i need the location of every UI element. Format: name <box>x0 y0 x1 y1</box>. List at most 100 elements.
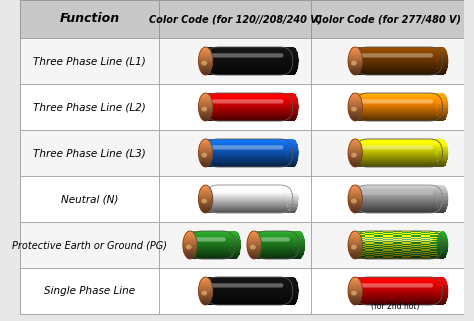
Bar <box>349 98 361 100</box>
Bar <box>206 145 293 147</box>
Bar <box>392 241 402 242</box>
Bar <box>437 296 447 298</box>
Bar <box>437 293 448 295</box>
Bar <box>411 253 421 254</box>
Bar <box>199 66 212 67</box>
Bar <box>348 246 363 247</box>
Bar <box>254 241 299 242</box>
Bar <box>348 287 362 288</box>
Bar <box>438 114 447 116</box>
Bar <box>206 208 293 209</box>
Bar <box>355 251 365 253</box>
Bar <box>355 299 442 301</box>
Bar <box>355 293 442 294</box>
Bar <box>437 158 447 160</box>
Bar <box>206 146 293 147</box>
Bar <box>402 245 411 246</box>
Bar <box>350 70 361 71</box>
Bar <box>199 289 213 290</box>
Bar <box>206 155 293 157</box>
Bar <box>374 238 383 239</box>
Bar <box>348 55 362 56</box>
Bar <box>430 244 439 245</box>
Bar <box>439 233 446 235</box>
Bar <box>355 60 442 62</box>
Bar <box>365 233 374 235</box>
Bar <box>355 243 442 244</box>
Bar <box>190 233 235 234</box>
Bar <box>355 235 442 236</box>
Bar <box>254 235 299 236</box>
Bar <box>437 194 448 196</box>
Bar <box>206 70 293 71</box>
Bar <box>437 243 448 245</box>
Bar <box>374 247 383 248</box>
Bar <box>159 38 311 84</box>
Bar <box>287 154 299 156</box>
Bar <box>199 110 212 112</box>
Bar <box>199 196 213 197</box>
Bar <box>411 249 421 250</box>
Bar <box>402 233 411 235</box>
Bar <box>289 97 297 99</box>
Bar <box>206 70 293 72</box>
Bar <box>199 193 212 194</box>
Bar <box>229 246 241 248</box>
Bar <box>355 185 442 187</box>
Bar <box>365 254 374 256</box>
Bar <box>437 250 447 252</box>
Bar <box>438 190 447 192</box>
Bar <box>355 287 442 288</box>
Bar <box>355 245 442 247</box>
Ellipse shape <box>186 245 191 249</box>
Bar <box>287 55 298 57</box>
Text: Color Code (for 120//208/240 V): Color Code (for 120//208/240 V) <box>148 14 322 24</box>
Bar <box>355 304 442 305</box>
Bar <box>201 117 210 118</box>
Bar <box>355 233 442 234</box>
Bar <box>287 150 299 152</box>
Bar <box>392 238 402 239</box>
Bar <box>206 157 293 158</box>
Bar <box>289 141 296 143</box>
Bar <box>355 296 442 297</box>
Bar <box>355 239 365 240</box>
Bar <box>206 61 293 62</box>
Ellipse shape <box>437 277 448 305</box>
Bar <box>348 200 362 202</box>
Bar <box>354 276 356 278</box>
Bar <box>206 198 293 199</box>
Bar <box>383 233 392 235</box>
Bar <box>350 142 360 144</box>
Bar <box>355 239 365 241</box>
Ellipse shape <box>437 185 448 213</box>
Bar <box>355 73 442 74</box>
Bar <box>439 256 446 257</box>
Bar <box>206 143 293 144</box>
Bar <box>355 241 365 242</box>
Bar <box>185 255 195 256</box>
FancyBboxPatch shape <box>210 145 283 150</box>
Bar <box>206 148 293 150</box>
Bar <box>206 286 293 287</box>
Bar <box>311 222 464 268</box>
Bar <box>383 236 392 237</box>
Bar <box>421 245 430 247</box>
Bar <box>199 57 212 58</box>
Bar <box>188 257 192 259</box>
Bar <box>430 242 439 243</box>
Bar <box>355 231 365 232</box>
Bar <box>230 250 240 252</box>
Bar <box>352 73 359 74</box>
Bar <box>206 114 293 115</box>
Bar <box>199 292 213 294</box>
Bar <box>289 143 297 144</box>
Bar <box>200 160 211 161</box>
Bar <box>348 203 362 204</box>
Bar <box>206 100 293 101</box>
Bar <box>254 242 299 244</box>
Bar <box>430 235 439 236</box>
Bar <box>439 95 446 97</box>
Bar <box>20 0 159 38</box>
Bar <box>355 283 442 284</box>
